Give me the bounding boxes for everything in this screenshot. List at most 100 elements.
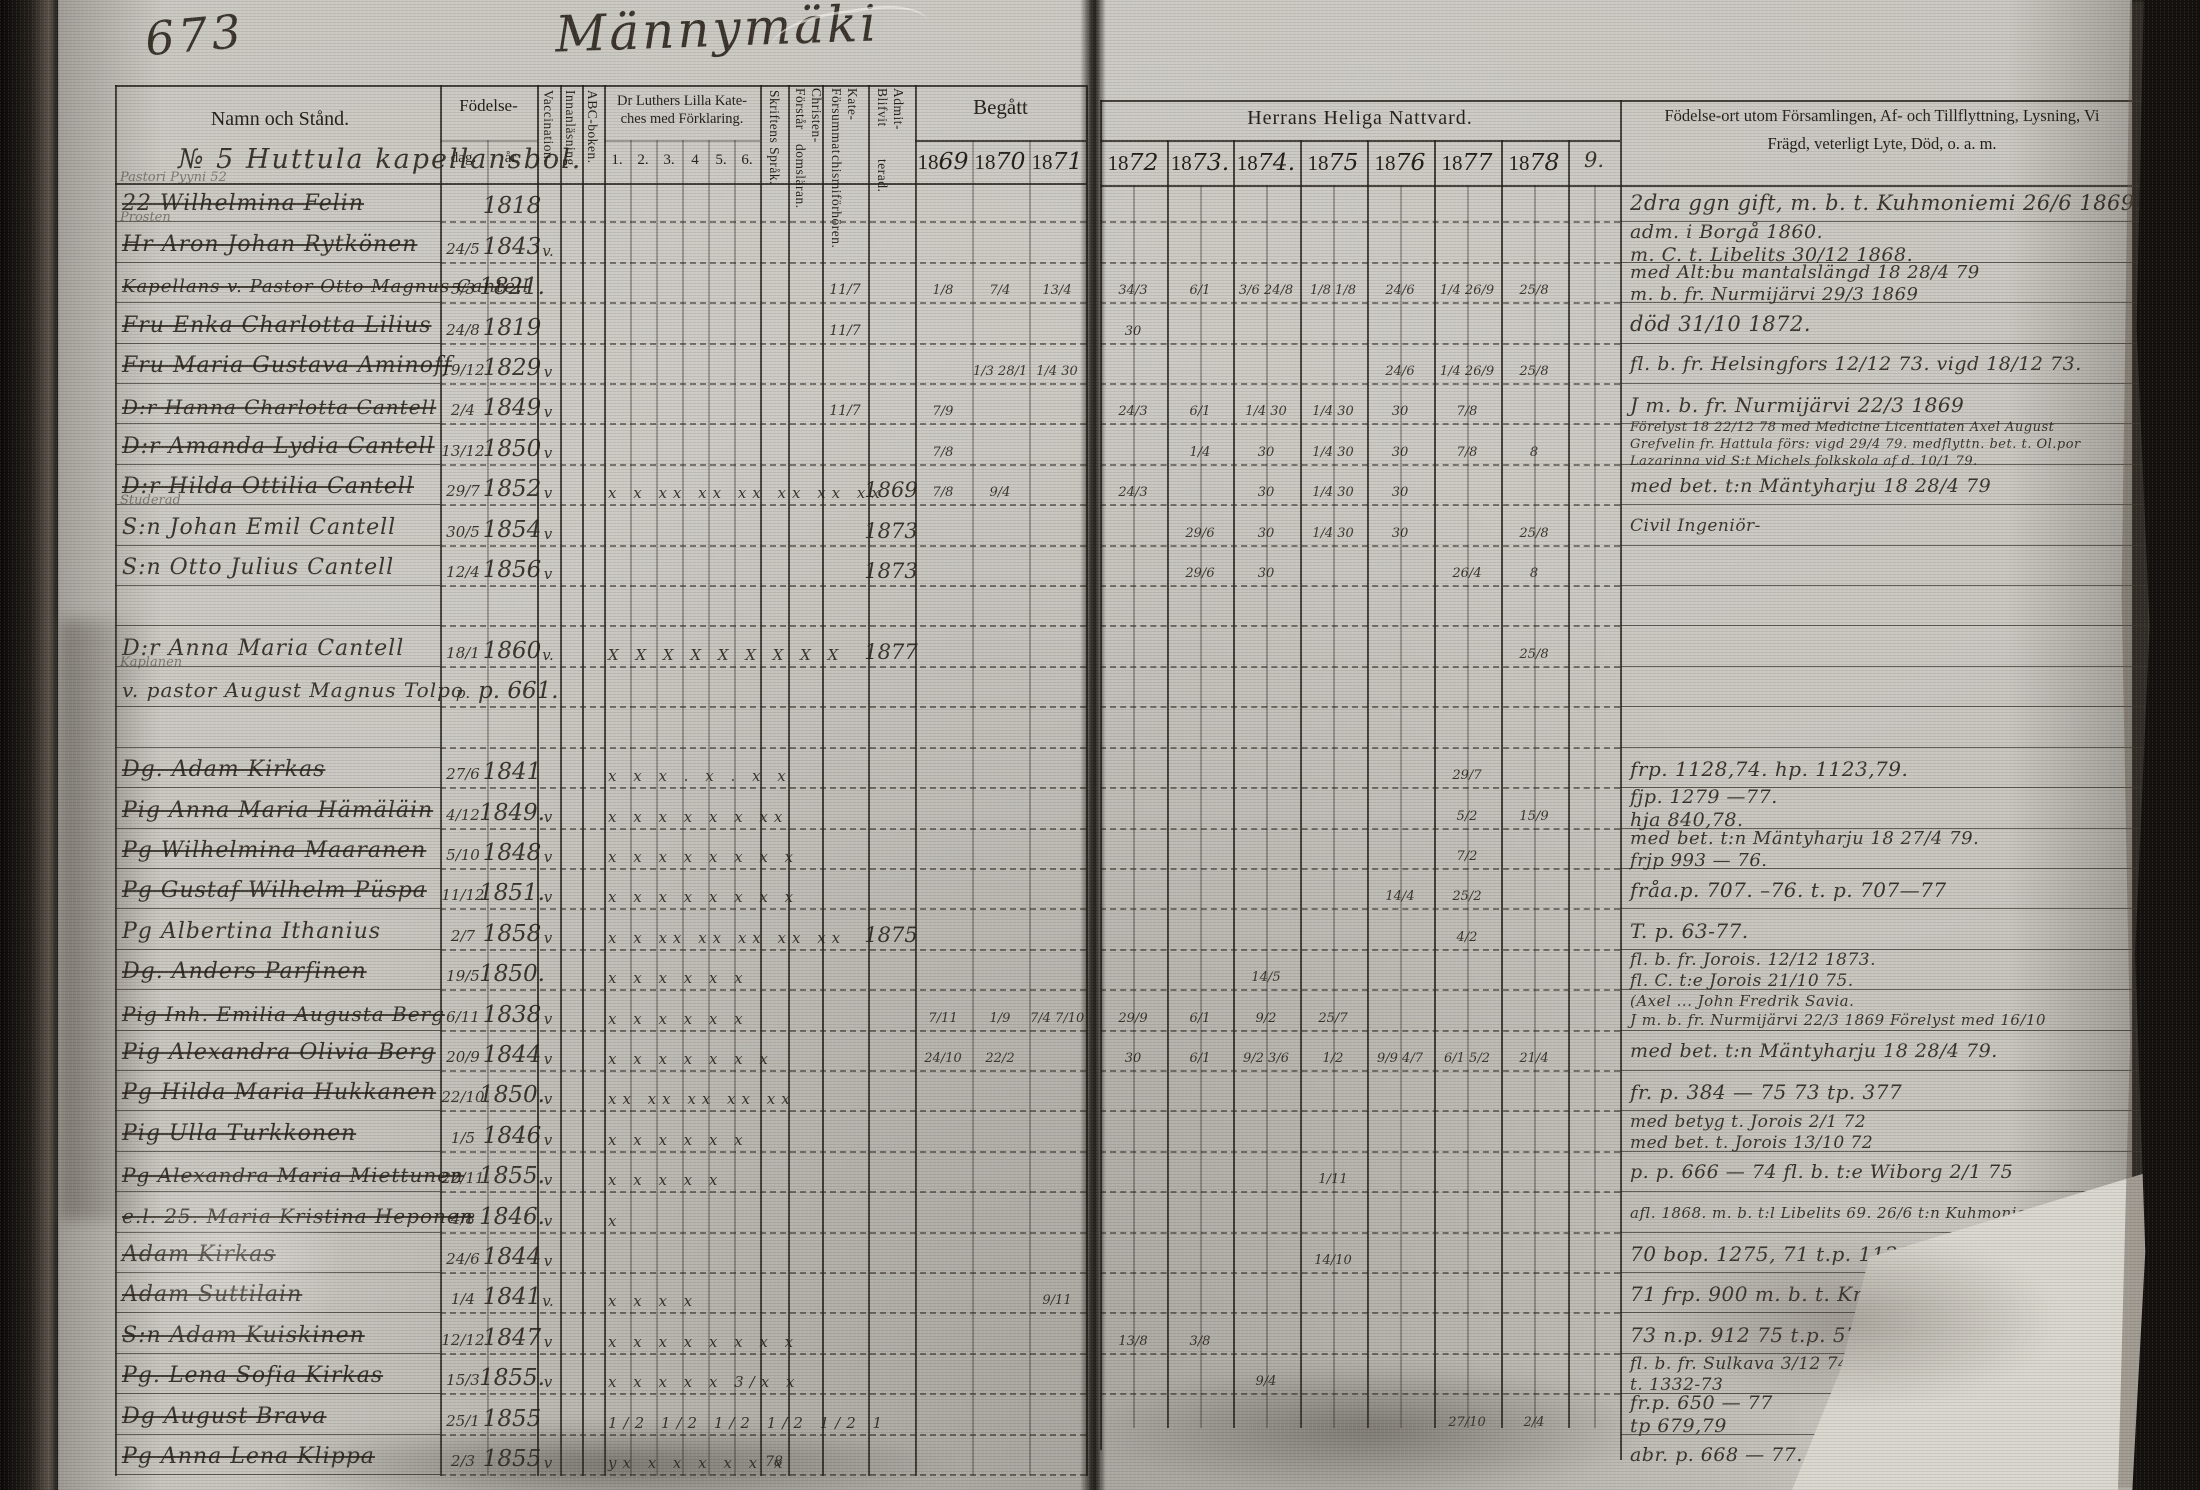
- vaccination-mark: v: [543, 1049, 553, 1068]
- grid-vertical-line: [682, 140, 684, 1476]
- row-rule-communion: [1100, 867, 1620, 870]
- birth-day-cell: 22/11: [441, 1169, 485, 1188]
- row-name: Adam Kirkas: [122, 1241, 276, 1267]
- year-label: 1872: [1107, 148, 1159, 176]
- year-label: 9.: [1583, 148, 1605, 172]
- column-header-admitted: Blifvit Admit-terad.: [875, 88, 906, 192]
- communion-right-cell: 6/1: [1189, 404, 1211, 420]
- communion-right-cell: 26/4: [1452, 566, 1482, 582]
- row-rule-communion: [1100, 706, 1620, 709]
- communion-left-cell: 24/10: [924, 1050, 962, 1066]
- row-rule-notes: [1620, 1029, 2148, 1031]
- column-header-birth: Födelse-: [459, 96, 518, 115]
- row-rule-communion: [1100, 908, 1620, 911]
- row-note-line: Grefvelin fr. Hattula förs: vigd 29/4 79…: [1630, 437, 2081, 453]
- grid-vertical-line: [1200, 185, 1202, 1428]
- row-name: Pg Wilhelmina Maaranen: [122, 837, 427, 863]
- catechism-marks: x x x . x . x x: [608, 767, 792, 786]
- birth-year-cell: 1851.: [479, 880, 545, 907]
- year-label: 1875: [1307, 148, 1359, 176]
- birth-year-cell: 1860: [482, 637, 542, 664]
- birth-year-cell: 1829: [482, 355, 542, 382]
- vaccination-mark: v: [543, 847, 553, 866]
- catechism-marks: x: [608, 1211, 623, 1230]
- vaccination-mark: v: [543, 363, 553, 382]
- row-note-line: Förelyst 18 22/12 78 med Medicine Licent…: [1630, 420, 2055, 436]
- row-rule-cells: [440, 867, 1086, 870]
- row-rule-notes: [1620, 1069, 2148, 1071]
- vaccination-mark: v: [543, 1373, 553, 1392]
- missed-catechism-mark: 11/7: [829, 282, 861, 299]
- column-header-reading: Innanläsning.: [563, 90, 578, 170]
- communion-left-cell: 13/4: [1042, 283, 1072, 299]
- vaccination-mark: v: [543, 524, 553, 543]
- row-rule-name: [115, 787, 440, 789]
- birth-year-cell: 1854: [482, 516, 542, 543]
- catechism-subcolumn-number: 6.: [741, 152, 753, 168]
- row-rule-notes: [1620, 1191, 2148, 1193]
- birth-year-cell: 1818: [482, 193, 542, 220]
- catechism-subcolumn-number: 4: [691, 152, 699, 168]
- row-rule-communion: [1100, 463, 1620, 466]
- row-rule-cells: [440, 1393, 1086, 1396]
- grid-vertical-line: [915, 85, 917, 1476]
- row-note-line: adm. i Borgå 1860.: [1630, 220, 1824, 243]
- grid-vertical-line: [1167, 140, 1169, 1428]
- column-header-scripture: Skriftens Språk.: [767, 90, 782, 185]
- catechism-marks: x x x x x x: [608, 1130, 749, 1149]
- row-name: Pig Ulla Turkkonen: [122, 1120, 357, 1146]
- grid-vertical-line: [1501, 140, 1503, 1428]
- vaccination-mark: v: [543, 928, 553, 947]
- vaccination-mark: v: [543, 1090, 553, 1109]
- column-header-birth-year: år.: [504, 150, 520, 166]
- row-rule-name: [115, 423, 440, 425]
- grid-horizontal-line: [440, 140, 537, 142]
- catechism-marks: x x x x x x x x: [608, 1332, 800, 1351]
- communion-left-cell: 7/9: [932, 404, 954, 420]
- birth-year-cell: 1850.: [479, 961, 545, 988]
- row-rule-communion: [1100, 625, 1620, 628]
- row-rule-cells: [440, 463, 1086, 466]
- row-rule-name: [115, 827, 440, 829]
- row-rule-cells: [440, 746, 1086, 749]
- birth-day-cell: 22/10: [441, 1088, 485, 1107]
- column-header-communion-left: Begått: [973, 95, 1028, 119]
- row-rule-notes: [1620, 261, 2148, 263]
- year-label: 1870: [974, 147, 1026, 175]
- birth-day-cell: 6/11: [446, 1007, 480, 1026]
- communion-right-cell: 15/9: [1519, 808, 1549, 824]
- folio-number: 673: [142, 3, 247, 67]
- communion-right-cell: 24/3: [1118, 485, 1148, 501]
- row-note-line: fjp. 1279 —77.: [1630, 786, 1778, 809]
- communion-right-cell: 8: [1529, 444, 1539, 460]
- communion-right-cell: 1/4 30: [1312, 444, 1354, 460]
- row-name: Fru Maria Gustava Aminoff: [122, 353, 453, 379]
- vaccination-mark: v.: [542, 1292, 554, 1311]
- column-header-missed-catechism: Försummat Kate-chismiförhören.: [829, 88, 860, 249]
- row-rule-communion: [1100, 989, 1620, 992]
- row-rule-communion: [1100, 261, 1620, 264]
- communion-right-cell: 30: [1391, 525, 1409, 541]
- row-note-line: m. C. t. Libelits 30/12 1868.: [1630, 243, 1914, 266]
- birth-year-cell: 1844: [482, 1243, 542, 1270]
- row-name: S:n Adam Kuiskinen: [122, 1322, 365, 1348]
- row-rule-cells: [440, 302, 1086, 305]
- communion-right-cell: 30: [1391, 485, 1409, 501]
- catechism-marks: 1/2 1/2 1/2 1/2 1/2 1: [608, 1413, 889, 1432]
- communion-right-cell: 30: [1257, 566, 1275, 582]
- row-rule-communion: [1100, 665, 1620, 668]
- communion-right-cell: 7/2: [1456, 848, 1478, 864]
- grid-vertical-line: [440, 85, 442, 1476]
- row-rule-communion: [1100, 1191, 1620, 1194]
- row-note-line: J m. b. fr. Nurmijärvi 22/3 1869 Förelys…: [1630, 1011, 2047, 1030]
- row-name: D:r Anna Maria Cantell: [122, 635, 405, 661]
- row-rule-name: [115, 625, 440, 627]
- birth-year-cell: 1855: [482, 1405, 542, 1432]
- row-note-line: fl. b. fr. Sulkava 3/12 74.: [1630, 1353, 1856, 1374]
- row-note-line: afl. 1868. m. b. t:l Libelits 69. 26/6 t…: [1630, 1203, 2052, 1222]
- grid-vertical-line: [604, 85, 606, 1476]
- grid-vertical-line: [1333, 185, 1335, 1428]
- grid-vertical-line: [1300, 140, 1302, 1428]
- row-rule-cells: [440, 1312, 1086, 1315]
- column-header-communion-right: Herrans Heliga Nattvard.: [1247, 107, 1473, 129]
